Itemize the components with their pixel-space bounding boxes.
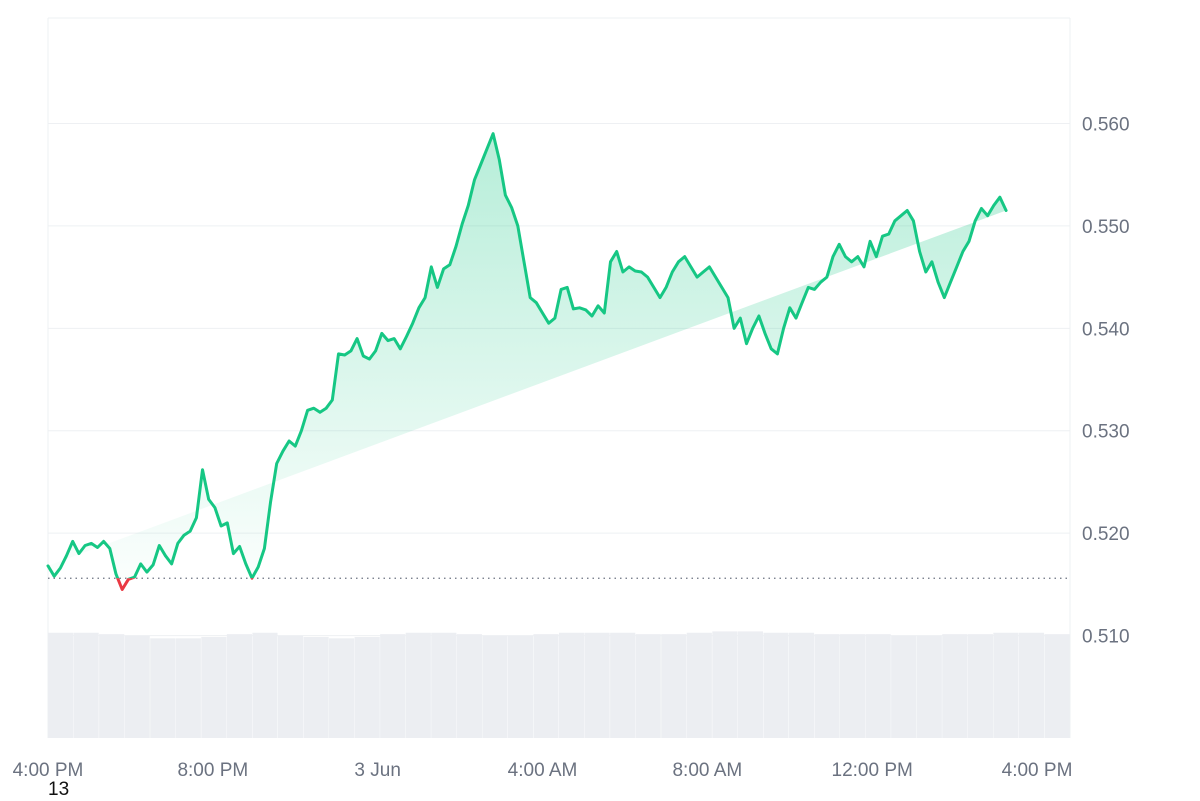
volume-bar: [1044, 634, 1070, 738]
volume-bar: [431, 632, 457, 738]
volume-bar: [712, 631, 738, 738]
volume-bar: [763, 632, 789, 738]
y-tick-label: 0.540: [1082, 319, 1130, 340]
volume-bar: [737, 631, 763, 738]
volume-bar: [559, 632, 585, 738]
volume-bar: [686, 632, 712, 738]
volume-bar: [993, 632, 1019, 738]
y-tick-label: 0.550: [1082, 217, 1130, 238]
x-tick-label: 4:00 AM: [508, 760, 578, 781]
y-axis-ticks: 0.510 0.520 0.530 0.540 0.550 0.560: [1082, 114, 1130, 647]
x-tick-label: 3 Jun: [354, 760, 400, 781]
volume-bar: [354, 636, 380, 738]
x-axis-ticks: 4:00 PM 8:00 PM 3 Jun 4:00 AM 8:00 AM 12:00 P…: [13, 760, 1073, 781]
volume-bar: [635, 634, 661, 738]
volume-bar: [150, 638, 176, 738]
x-tick-label: 8:00 AM: [672, 760, 742, 781]
volume-bar: [175, 638, 201, 738]
volume-bar: [1018, 632, 1045, 738]
volume-bar: [916, 635, 942, 738]
volume-bar: [380, 634, 406, 738]
grid-lines: [47, 17, 1071, 738]
volume-bar: [533, 634, 559, 738]
volume-bar: [507, 635, 534, 738]
y-tick-label: 0.560: [1082, 114, 1130, 135]
volume-bar: [865, 634, 891, 738]
price-area: [48, 133, 1007, 579]
volume-bar: [661, 634, 687, 738]
x-tick-label: 4:00 PM: [13, 760, 84, 781]
x-tick-label: 8:00 PM: [177, 760, 248, 781]
volume-bar: [48, 632, 74, 738]
x-tick-label: 12:00 PM: [832, 760, 913, 781]
volume-bar: [226, 634, 252, 738]
volume-bar: [942, 634, 968, 738]
volume-bar: [891, 635, 917, 738]
volume-bar: [405, 632, 431, 738]
volume-bar: [277, 635, 304, 738]
volume-bar: [840, 634, 866, 738]
volume-bar: [610, 632, 636, 738]
volume-bar: [584, 632, 610, 738]
price-line-up: [46, 132, 1008, 579]
volume-bar: [482, 635, 508, 738]
price-lines: [46, 132, 1070, 591]
area-fill: [48, 133, 1007, 579]
volume-bar: [456, 634, 482, 738]
volume-bar: [303, 636, 329, 738]
y-tick-label: 0.520: [1082, 524, 1130, 545]
corner-label: 13: [48, 779, 70, 800]
volume-bar: [124, 635, 150, 738]
volume-bars: [48, 631, 1070, 738]
y-tick-label: 0.530: [1082, 422, 1130, 443]
volume-bar: [73, 632, 99, 738]
volume-bar: [788, 632, 815, 738]
volume-bar: [99, 634, 125, 738]
volume-bar: [814, 634, 840, 738]
volume-bar: [252, 632, 278, 738]
volume-bar: [329, 638, 355, 738]
y-tick-label: 0.510: [1082, 627, 1130, 648]
volume-bar: [967, 634, 993, 738]
volume-bar: [201, 636, 227, 738]
x-tick-label: 4:00 PM: [1002, 760, 1073, 781]
